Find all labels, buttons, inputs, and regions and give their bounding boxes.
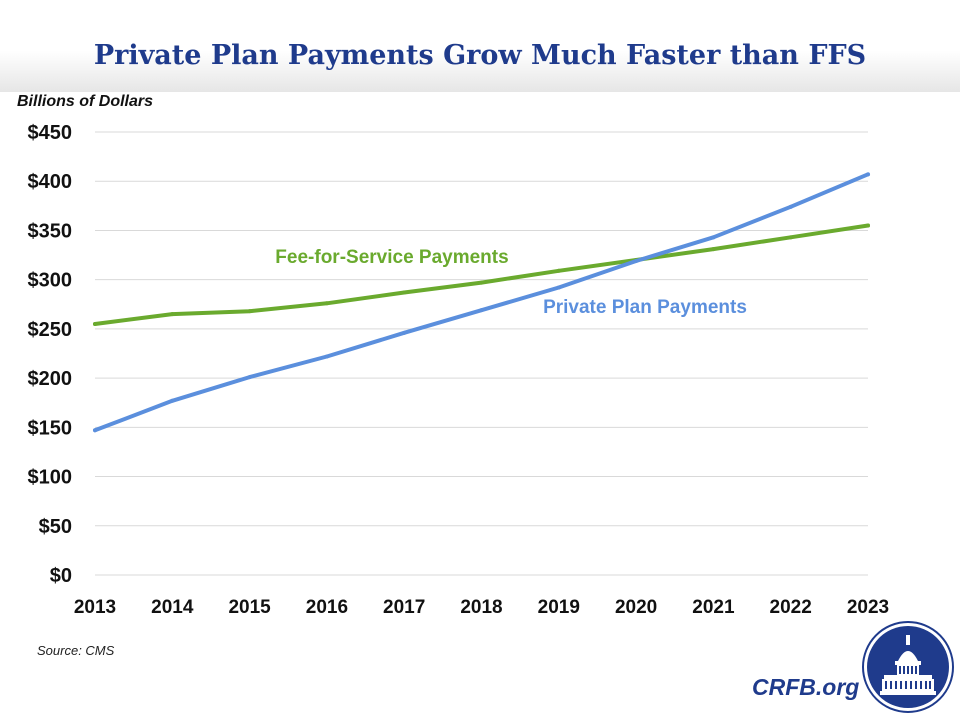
y-axis-label: Billions of Dollars [17,93,154,110]
gridlines [95,131,868,576]
x-tick-label: 2022 [770,597,812,618]
chart-title: Private Plan Payments Grow Much Faster t… [93,40,867,71]
x-tick-label: 2020 [615,597,657,618]
x-tick-label: 2013 [74,597,116,618]
data-point [788,204,793,209]
data-point [556,285,561,290]
y-axis-ticks: $0 $50 $100 $150 $200 $250 $300 $350 $400 $450 [28,122,73,587]
ffs-series-label: Fee-for-Service Payments [275,247,508,268]
x-tick-label: 2019 [538,597,580,618]
x-tick-label: 2016 [306,597,348,618]
y-tick-label: $250 [28,319,73,341]
data-point [402,330,407,335]
data-point [324,354,329,359]
data-point [93,428,97,433]
y-tick-label: $150 [28,417,73,439]
y-tick-label: $400 [28,171,73,193]
data-point [711,235,716,240]
x-tick-label: 2023 [847,597,889,618]
y-tick-label: $350 [28,220,73,242]
data-point [93,321,97,326]
y-tick-label: $450 [28,122,73,144]
data-point [634,258,639,263]
data-point [170,312,175,317]
data-point [324,301,329,306]
series-lines [93,172,870,433]
data-point [788,235,793,240]
y-tick-label: $300 [28,270,73,292]
data-point [479,280,484,285]
data-point [711,247,716,252]
data-point [247,309,252,314]
x-tick-label: 2018 [460,597,502,618]
title-band [0,0,960,92]
crfb-capitol-logo-icon [862,621,954,713]
x-tick-label: 2017 [383,597,425,618]
x-tick-label: 2014 [151,597,194,618]
y-tick-label: $50 [39,516,72,538]
data-point [866,172,870,177]
private-plan-series-label: Private Plan Payments [543,297,747,318]
x-tick-label: 2015 [228,597,271,618]
data-point [402,290,407,295]
brand-link[interactable]: CRFB.org [752,674,860,700]
data-point [170,398,175,403]
y-tick-label: $100 [28,467,73,489]
data-point [556,268,561,273]
x-tick-label: 2021 [692,597,735,618]
data-point [479,308,484,313]
private-plan-payments-line [93,172,870,433]
source-note: Source: CMS [37,643,115,658]
series-labels: Fee-for-Service Payments Private Plan Pay… [275,247,747,318]
y-tick-label: $0 [50,565,72,587]
data-point [247,375,252,380]
y-tick-label: $200 [28,368,73,390]
x-axis-ticks: 2013 2014 2015 2016 2017 2018 2019 2020 2021 2022… [74,597,889,618]
data-point [866,223,870,228]
